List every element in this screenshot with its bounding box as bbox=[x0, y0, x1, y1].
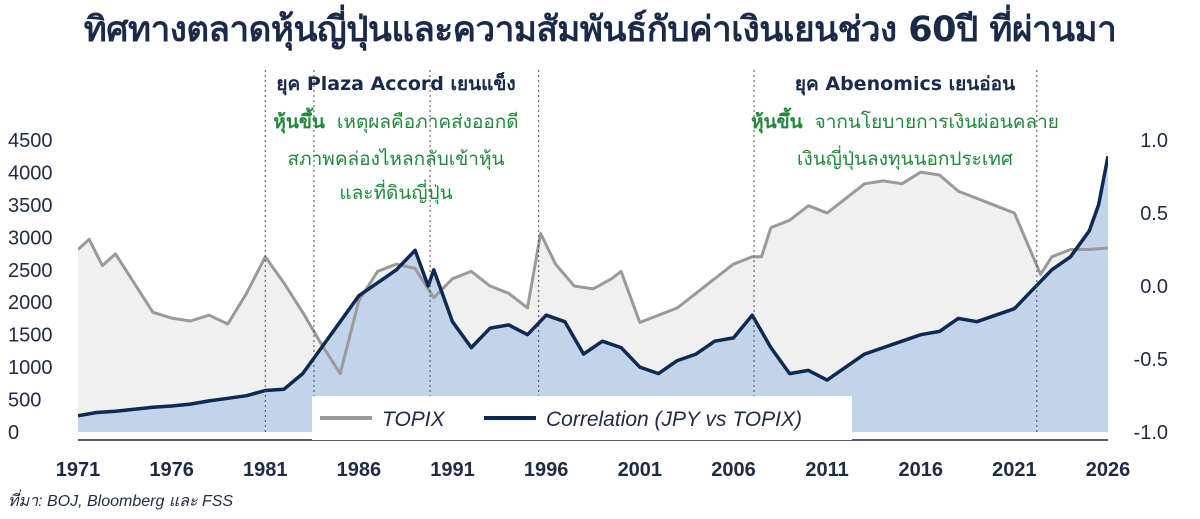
y-left-tick-label: 4500 bbox=[8, 130, 53, 152]
annotation-abe-rest: จากนโยบายการเงินผ่อนคลาย bbox=[815, 110, 1059, 133]
y-left-tick-label: 4000 bbox=[8, 162, 53, 184]
y-right-tick-label: -0.5 bbox=[1134, 349, 1168, 371]
legend: TOPIX Correlation (JPY vs TOPIX) bbox=[312, 396, 852, 440]
annotation-abe-highlight: หุ้นขึ้น bbox=[751, 107, 803, 134]
legend-corr-label: Correlation (JPY vs TOPIX) bbox=[546, 408, 802, 431]
annotation-plaza-line3: และที่ดินญี่ปุ่น bbox=[339, 179, 452, 205]
annotation-plaza-line2: สภาพคล่องไหลกลับเข้าหุ้น bbox=[288, 148, 505, 171]
topix-line bbox=[78, 170, 1108, 376]
x-tick-label: 2001 bbox=[618, 459, 663, 481]
y-left-tick-label: 2000 bbox=[8, 292, 53, 314]
source-note: ที่มา: BOJ, Bloomberg และ FSS bbox=[8, 493, 234, 510]
x-tick-label: 1991 bbox=[430, 459, 475, 481]
x-tick-label: 1976 bbox=[149, 459, 194, 481]
y-right-tick-label: 0.5 bbox=[1140, 203, 1168, 225]
annotation-plaza-title: ยุค Plaza Accord เยนแข็ง bbox=[276, 71, 515, 96]
annotation-abenomics: ยุค Abenomics เยนอ่อน หุ้นขึ้น จากนโยบาย… bbox=[751, 73, 1059, 171]
x-tick-label: 2026 bbox=[1086, 459, 1131, 481]
y-right-tick-label: 0.0 bbox=[1140, 276, 1168, 298]
legend-topix-label: TOPIX bbox=[382, 408, 446, 431]
y-left-tick-label: 0 bbox=[8, 422, 19, 444]
x-tick-label: 2006 bbox=[711, 459, 756, 481]
x-tick-label: 1986 bbox=[337, 459, 382, 481]
y-right-tick-label: 1.0 bbox=[1140, 130, 1168, 152]
x-tick-label: 1971 bbox=[56, 459, 101, 481]
legend-box bbox=[312, 396, 852, 440]
y-left-tick-label: 3000 bbox=[8, 227, 53, 249]
annotation-plaza-highlight: หุ้นขึ้น bbox=[273, 107, 325, 134]
annotation-plaza-line1: หุ้นขึ้น เหตุผลคือภาคส่งออกดี bbox=[273, 107, 518, 134]
y-left-tick-label: 2500 bbox=[8, 260, 53, 282]
x-tick-label: 2011 bbox=[805, 459, 848, 481]
y-left-tick-label: 3500 bbox=[8, 195, 53, 217]
x-tick-label: 2016 bbox=[898, 459, 943, 481]
annotation-plaza: ยุค Plaza Accord เยนแข็ง หุ้นขึ้น เหตุผล… bbox=[273, 71, 518, 205]
chart-title: ทิศทางตลาดหุ้นญี่ปุ่นและความสัมพันธ์กับค… bbox=[83, 10, 1117, 50]
annotation-abe-title: ยุค Abenomics เยนอ่อน bbox=[795, 73, 1015, 96]
x-tick-label: 1981 bbox=[243, 459, 288, 481]
correlation-line bbox=[78, 155, 1108, 418]
annotation-abe-line2: เงินญี่ปุ่นลงทุนนอกประเทศ bbox=[797, 145, 1013, 171]
correlation-area bbox=[78, 156, 1108, 432]
y-left-tick-label: 1500 bbox=[8, 325, 53, 347]
x-tick-label: 2021 bbox=[992, 459, 1037, 481]
y-left-tick-label: 500 bbox=[8, 390, 41, 412]
y-left-tick-label: 1000 bbox=[8, 357, 53, 379]
y-right-tick-label: -1.0 bbox=[1134, 422, 1168, 444]
annotation-abe-line1: หุ้นขึ้น จากนโยบายการเงินผ่อนคลาย bbox=[751, 107, 1059, 134]
annotation-plaza-rest: เหตุผลคือภาคส่งออกดี bbox=[337, 111, 519, 134]
x-tick-label: 1996 bbox=[524, 459, 569, 481]
